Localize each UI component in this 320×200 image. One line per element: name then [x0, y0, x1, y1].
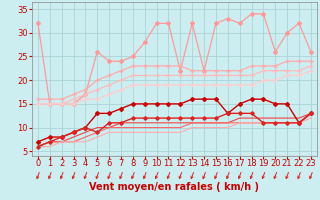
X-axis label: Vent moyen/en rafales ( km/h ): Vent moyen/en rafales ( km/h ) [89, 182, 260, 192]
